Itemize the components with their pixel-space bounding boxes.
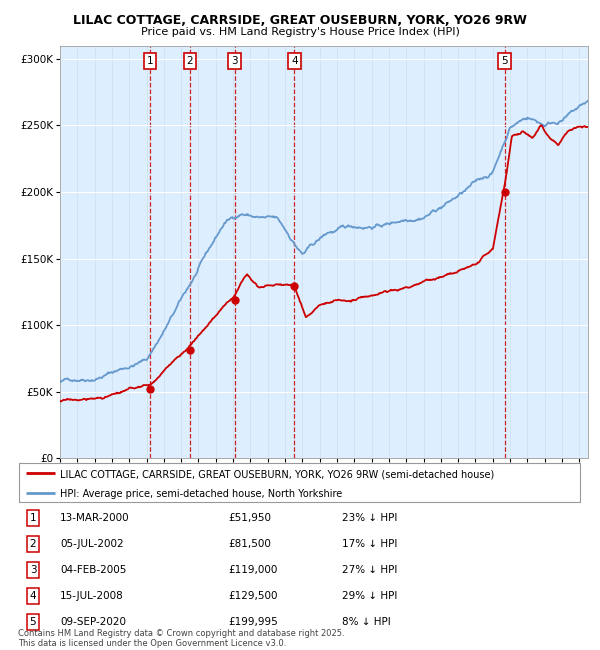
FancyBboxPatch shape bbox=[19, 463, 580, 502]
Text: Contains HM Land Registry data © Crown copyright and database right 2025.
This d: Contains HM Land Registry data © Crown c… bbox=[18, 629, 344, 648]
Text: £81,500: £81,500 bbox=[228, 539, 271, 549]
Text: 1: 1 bbox=[29, 513, 37, 523]
Text: 5: 5 bbox=[502, 56, 508, 66]
Text: 23% ↓ HPI: 23% ↓ HPI bbox=[342, 513, 397, 523]
Text: £119,000: £119,000 bbox=[228, 565, 277, 575]
Text: Price paid vs. HM Land Registry's House Price Index (HPI): Price paid vs. HM Land Registry's House … bbox=[140, 27, 460, 37]
Text: 4: 4 bbox=[29, 591, 37, 601]
Text: 05-JUL-2002: 05-JUL-2002 bbox=[60, 539, 124, 549]
Text: 04-FEB-2005: 04-FEB-2005 bbox=[60, 565, 127, 575]
Text: £199,995: £199,995 bbox=[228, 617, 278, 627]
Text: LILAC COTTAGE, CARRSIDE, GREAT OUSEBURN, YORK, YO26 9RW: LILAC COTTAGE, CARRSIDE, GREAT OUSEBURN,… bbox=[73, 14, 527, 27]
Text: £129,500: £129,500 bbox=[228, 591, 277, 601]
Text: LILAC COTTAGE, CARRSIDE, GREAT OUSEBURN, YORK, YO26 9RW (semi-detached house): LILAC COTTAGE, CARRSIDE, GREAT OUSEBURN,… bbox=[60, 469, 494, 479]
Text: 13-MAR-2000: 13-MAR-2000 bbox=[60, 513, 130, 523]
Text: 09-SEP-2020: 09-SEP-2020 bbox=[60, 617, 126, 627]
Text: 1: 1 bbox=[147, 56, 154, 66]
Text: 3: 3 bbox=[232, 56, 238, 66]
Text: HPI: Average price, semi-detached house, North Yorkshire: HPI: Average price, semi-detached house,… bbox=[60, 489, 343, 499]
Text: 3: 3 bbox=[29, 565, 37, 575]
Text: 15-JUL-2008: 15-JUL-2008 bbox=[60, 591, 124, 601]
Text: 4: 4 bbox=[291, 56, 298, 66]
Text: 27% ↓ HPI: 27% ↓ HPI bbox=[342, 565, 397, 575]
Text: 2: 2 bbox=[29, 539, 37, 549]
Text: 5: 5 bbox=[29, 617, 37, 627]
Text: £51,950: £51,950 bbox=[228, 513, 271, 523]
Text: 29% ↓ HPI: 29% ↓ HPI bbox=[342, 591, 397, 601]
Text: 2: 2 bbox=[187, 56, 193, 66]
Text: 17% ↓ HPI: 17% ↓ HPI bbox=[342, 539, 397, 549]
Text: 8% ↓ HPI: 8% ↓ HPI bbox=[342, 617, 391, 627]
